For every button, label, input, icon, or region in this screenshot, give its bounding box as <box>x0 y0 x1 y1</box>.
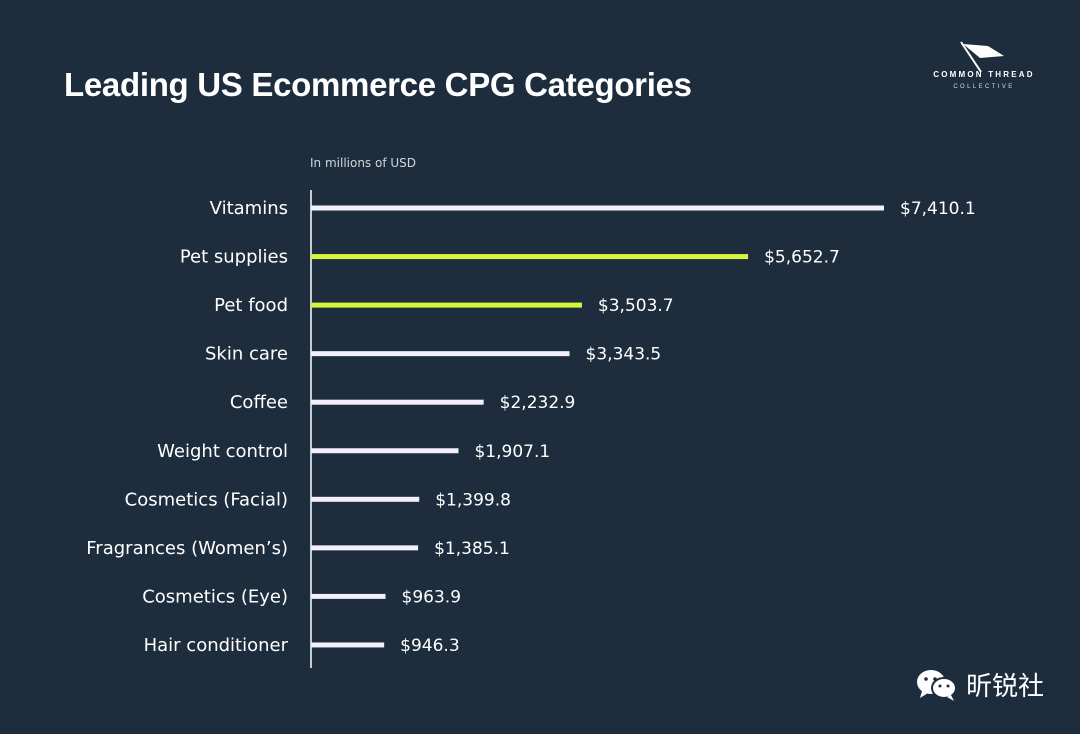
value-label: $3,343.5 <box>586 345 662 365</box>
value-label: $2,232.9 <box>500 393 576 413</box>
value-label: $946.3 <box>400 636 459 656</box>
bar <box>311 254 749 260</box>
bar <box>311 545 419 551</box>
wechat-icon <box>917 669 957 701</box>
chart-title: Leading US Ecommerce CPG Categories <box>64 66 692 103</box>
bar <box>311 205 884 211</box>
category-label: Fragrances (Women’s) <box>86 538 288 559</box>
category-label: Vitamins <box>210 198 288 219</box>
category-label: Cosmetics (Eye) <box>142 586 288 607</box>
logo-text: COMMON THREAD <box>933 70 1035 79</box>
watermark-text: 昕锐社 <box>966 672 1045 702</box>
bar <box>311 399 484 405</box>
value-label: $3,503.7 <box>598 296 674 316</box>
value-label: $1,399.8 <box>435 490 511 510</box>
value-label: $1,385.1 <box>434 539 510 559</box>
logo-subtext: COLLECTIVE <box>953 84 1015 90</box>
value-label: $7,410.1 <box>900 199 976 219</box>
category-label: Cosmetics (Facial) <box>125 489 288 510</box>
value-label: $5,652.7 <box>764 248 840 268</box>
value-label: $963.9 <box>402 587 461 607</box>
flag-icon <box>960 41 1004 73</box>
unit-note: In millions of USD <box>310 156 416 170</box>
value-label: $1,907.1 <box>474 442 550 462</box>
category-label: Pet supplies <box>180 247 288 268</box>
category-label: Skin care <box>205 344 288 365</box>
bar <box>311 642 385 648</box>
category-label: Weight control <box>157 441 288 462</box>
bar <box>311 496 420 502</box>
bar <box>311 351 570 357</box>
watermark: 昕锐社 <box>916 666 1044 703</box>
bar <box>311 448 459 454</box>
category-label: Coffee <box>230 392 288 413</box>
bar <box>311 302 582 308</box>
common-thread-logo: COMMON THREAD COLLECTIVE <box>926 40 1042 96</box>
category-label: Hair conditioner <box>144 635 289 656</box>
bar <box>311 593 386 599</box>
category-label: Pet food <box>214 295 288 316</box>
